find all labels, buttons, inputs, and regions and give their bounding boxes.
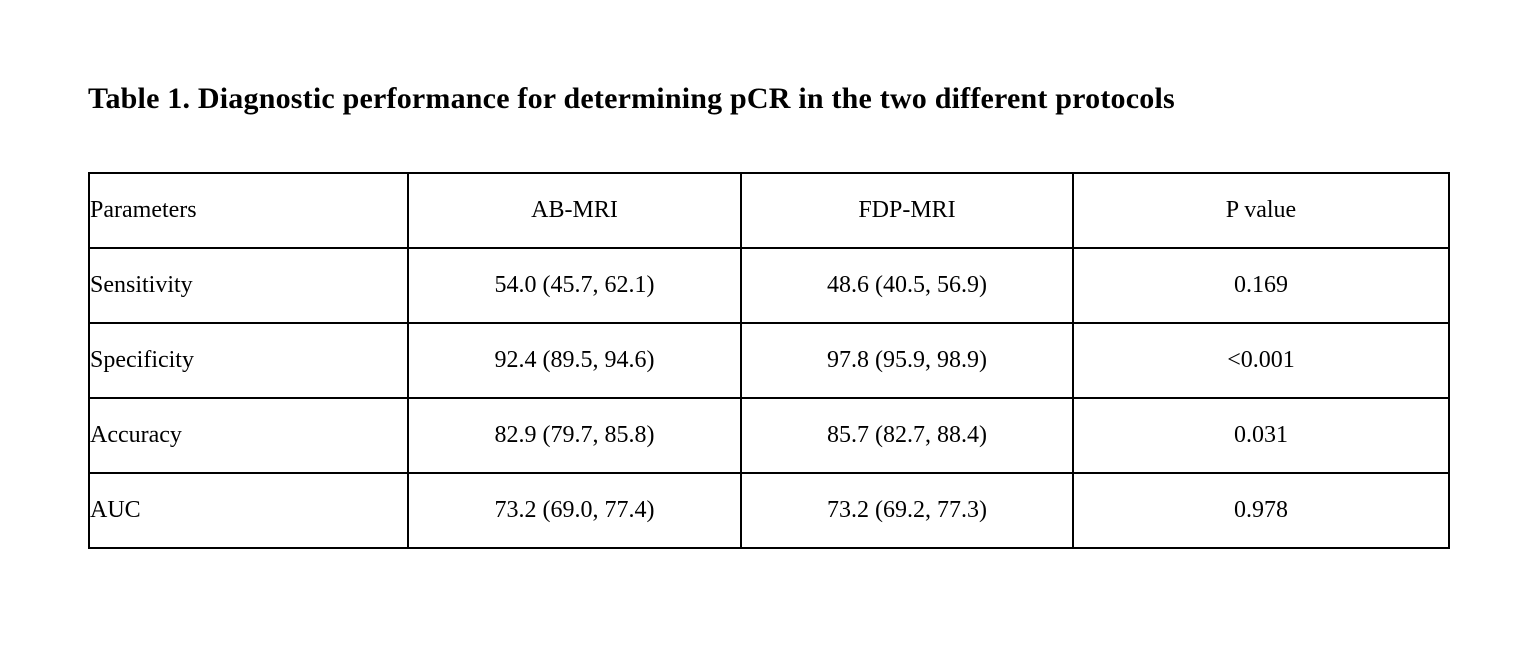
table-row-sensitivity: Sensitivity 54.0 (45.7, 62.1) 48.6 (40.5… — [88, 247, 1450, 324]
cell-accuracy-fdp-mri: 85.7 (82.7, 88.4) — [740, 397, 1074, 474]
table-row-auc: AUC 73.2 (69.0, 77.4) 73.2 (69.2, 77.3) … — [88, 472, 1450, 549]
cell-accuracy-p-value: 0.031 — [1072, 397, 1450, 474]
diagnostic-performance-table: Parameters AB-MRI FDP-MRI P value Sensit… — [88, 172, 1450, 549]
cell-specificity-p-value: <0.001 — [1072, 322, 1450, 399]
cell-sensitivity-p-value: 0.169 — [1072, 247, 1450, 324]
row-label-sensitivity: Sensitivity — [88, 247, 409, 324]
cell-specificity-ab-mri: 92.4 (89.5, 94.6) — [407, 322, 742, 399]
row-label-specificity: Specificity — [88, 322, 409, 399]
table-row-specificity: Specificity 92.4 (89.5, 94.6) 97.8 (95.9… — [88, 322, 1450, 399]
cell-auc-p-value: 0.978 — [1072, 472, 1450, 549]
cell-auc-fdp-mri: 73.2 (69.2, 77.3) — [740, 472, 1074, 549]
column-header-ab-mri: AB-MRI — [407, 172, 742, 249]
table-header-row: Parameters AB-MRI FDP-MRI P value — [88, 172, 1450, 249]
row-label-auc: AUC — [88, 472, 409, 549]
table-row-accuracy: Accuracy 82.9 (79.7, 85.8) 85.7 (82.7, 8… — [88, 397, 1450, 474]
row-label-accuracy: Accuracy — [88, 397, 409, 474]
column-header-parameters: Parameters — [88, 172, 409, 249]
cell-sensitivity-fdp-mri: 48.6 (40.5, 56.9) — [740, 247, 1074, 324]
cell-specificity-fdp-mri: 97.8 (95.9, 98.9) — [740, 322, 1074, 399]
column-header-fdp-mri: FDP-MRI — [740, 172, 1074, 249]
cell-auc-ab-mri: 73.2 (69.0, 77.4) — [407, 472, 742, 549]
table-title: Table 1. Diagnostic performance for dete… — [88, 82, 1175, 115]
cell-accuracy-ab-mri: 82.9 (79.7, 85.8) — [407, 397, 742, 474]
column-header-p-value: P value — [1072, 172, 1450, 249]
cell-sensitivity-ab-mri: 54.0 (45.7, 62.1) — [407, 247, 742, 324]
